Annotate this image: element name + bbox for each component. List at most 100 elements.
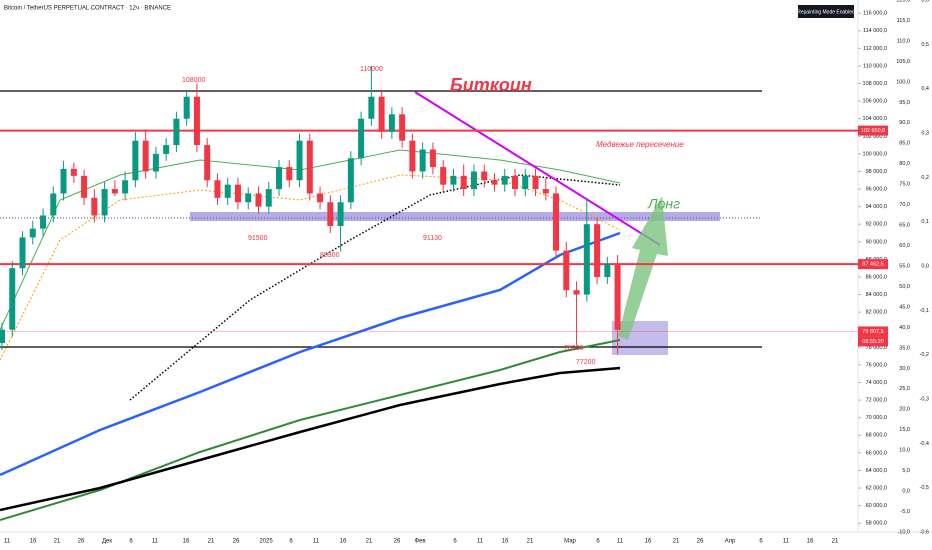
ma-orange — [0, 174, 621, 361]
candle-body — [347, 158, 354, 203]
y2-tick-label: 120,0 — [896, 0, 910, 3]
y2-tick-label: 25,0 — [899, 386, 910, 392]
candle-body — [522, 175, 529, 190]
candle-body — [204, 145, 211, 181]
x-tick-label: 21 — [54, 539, 61, 545]
y2-tick-label: 90,0 — [899, 120, 910, 126]
mode-badge: Repainting Mode Enabled — [797, 9, 855, 15]
y2-tick-label: 55,0 — [899, 263, 910, 269]
candle-body — [409, 140, 416, 172]
candle-body — [152, 153, 159, 172]
y-tick-label: 106 000,0 — [863, 99, 887, 105]
y-tick-label: 58 000,0 — [866, 521, 887, 527]
support-zone — [190, 212, 720, 221]
candle-body — [245, 193, 252, 203]
x-tick-label: 21 — [208, 539, 215, 545]
candle-body — [450, 175, 457, 185]
y-tick-label: 116 000,0 — [863, 11, 887, 17]
x-tick-label: 26 — [233, 539, 240, 545]
x-tick-label: 6 — [289, 539, 293, 545]
y2-tick-label: -5,0 — [901, 509, 910, 515]
x-tick-label: 2025 — [259, 539, 273, 545]
candle-body — [132, 140, 139, 181]
y2-tick-label: 110,0 — [897, 38, 910, 44]
y-tick-label: 96 000,0 — [866, 187, 887, 193]
y3-tick-label: -0,3 — [920, 396, 929, 402]
y2-tick-label: 80,0 — [899, 161, 910, 167]
candle-body — [470, 171, 477, 190]
candle-body — [111, 189, 118, 194]
y3-tick-label: -0,6 — [920, 529, 929, 535]
candle-body — [388, 114, 395, 132]
y2-tick-label: 20,0 — [899, 407, 910, 413]
candle-body — [286, 167, 293, 181]
y-tick-label: 104 000,0 — [863, 116, 887, 122]
y2-tick-label: 0,0 — [902, 489, 910, 495]
y-tick-label: 68 000,0 — [866, 433, 887, 439]
candle-body — [542, 189, 549, 194]
y2-tick-label: 85,0 — [899, 141, 910, 147]
x-tick-label: 26 — [697, 539, 704, 545]
candle-body — [183, 96, 190, 119]
x-tick-label: 16 — [645, 539, 652, 545]
candle-body — [142, 140, 149, 172]
y-tick-label: 108 000,0 — [863, 81, 887, 87]
annotation: 91500 — [248, 235, 268, 242]
x-tick-label: 21 — [673, 539, 680, 545]
y-tick-label: 72 000,0 — [866, 398, 887, 404]
countdown: 08:55:20 — [862, 339, 883, 345]
candle-body — [532, 175, 539, 190]
candle-body — [491, 180, 498, 185]
ma-blue — [0, 231, 621, 477]
y2-tick-label: 10,0 — [899, 448, 910, 454]
y3-tick-label: -0,4 — [920, 441, 929, 447]
price-badge — [858, 125, 888, 136]
y-tick-label: 102 000,0 — [863, 134, 887, 140]
x-tick-label: 26 — [394, 539, 401, 545]
price-label: 102 650,8 — [861, 128, 885, 134]
x-tick-label: 16 — [30, 539, 37, 545]
candle-body — [358, 118, 365, 159]
annotation: 110000 — [360, 66, 383, 73]
candle-body — [553, 193, 560, 251]
price-label: 79 807,5 — [862, 329, 883, 335]
candle-body — [419, 149, 426, 172]
candle-body — [19, 237, 26, 269]
annotation: Медвежье пересечение — [596, 140, 684, 149]
y3-tick-label: 0,4 — [921, 86, 929, 92]
y2-tick-label: 45,0 — [899, 304, 910, 310]
annotation: Лонг — [647, 196, 680, 212]
candle-body — [0, 329, 5, 343]
x-tick-label: 21 — [832, 539, 839, 545]
y2-tick-label: 70,0 — [899, 202, 910, 208]
y-tick-label: 86 000,0 — [866, 274, 887, 280]
x-tick-label: 6 — [129, 539, 133, 545]
candle-body — [604, 263, 611, 277]
x-tick-label: 6 — [759, 539, 763, 545]
price-label: 87 462,5 — [862, 262, 883, 268]
candle-body — [317, 193, 324, 203]
y2-tick-label: 15,0 — [899, 427, 910, 433]
y-tick-label: 110 000,0 — [863, 63, 887, 69]
price-badge — [858, 259, 888, 270]
x-tick-label: 11 — [477, 539, 484, 545]
x-tick-label: 26 — [78, 539, 85, 545]
candle-body — [122, 180, 129, 194]
y-tick-label: 62 000,0 — [866, 485, 887, 491]
x-tick-label: 6 — [596, 539, 600, 545]
candle-body — [501, 175, 508, 185]
y-tick-label: 98 000,0 — [866, 169, 887, 175]
candle-body — [481, 171, 488, 181]
candle-body — [101, 189, 108, 216]
y2-tick-label: 40,0 — [899, 325, 910, 331]
y3-tick-label: 0,2 — [921, 175, 929, 181]
y3-tick-label: 0,1 — [921, 219, 929, 225]
y2-tick-label: 60,0 — [899, 243, 910, 249]
chart-title: Bitcoin / TetherUS PERPETUAL CONTRACT · … — [4, 6, 171, 12]
x-tick-label: 21 — [527, 539, 534, 545]
y3-tick-label: -0,5 — [920, 485, 929, 491]
y-tick-label: 64 000,0 — [866, 468, 887, 474]
long-arrow — [618, 196, 668, 340]
